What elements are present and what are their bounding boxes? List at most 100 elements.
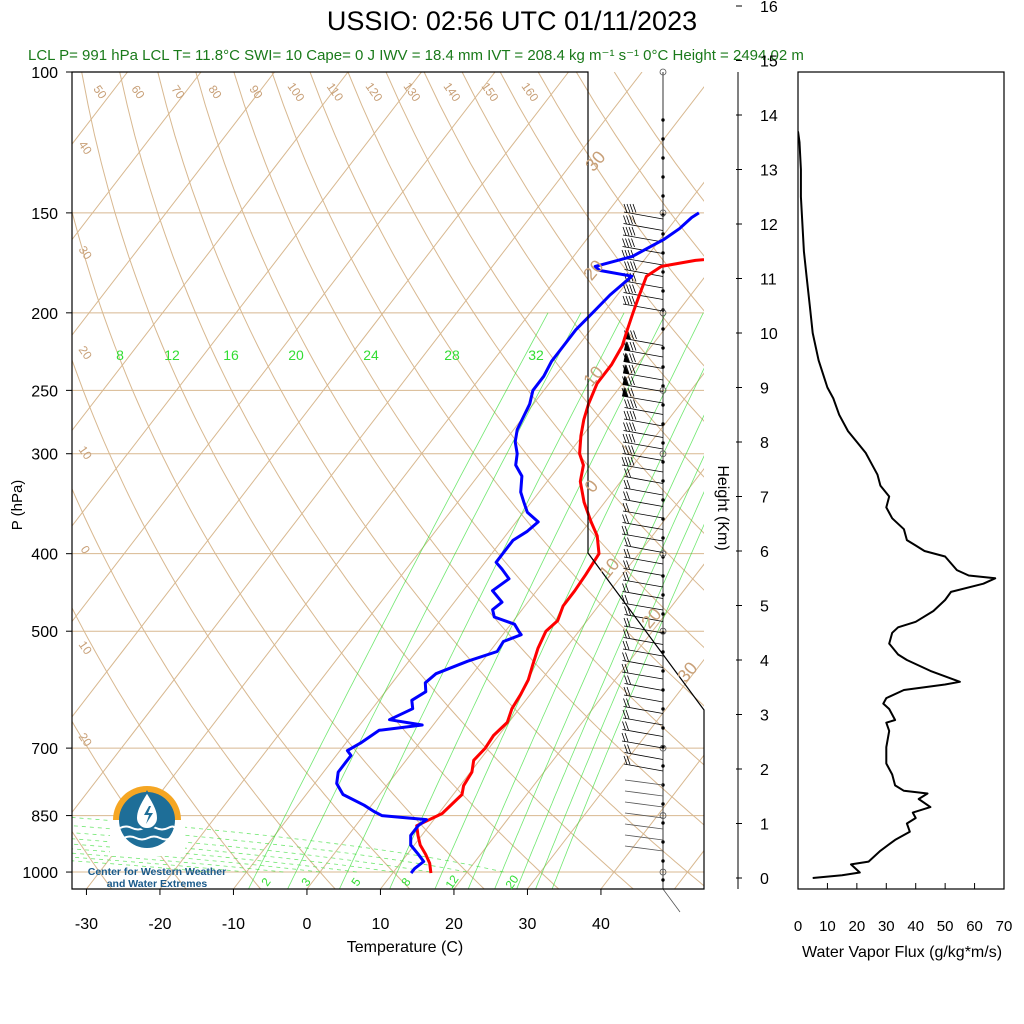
wind-barb-feather — [624, 387, 629, 397]
wind-barb-feather — [626, 353, 630, 363]
isotherm-label: 20 — [76, 343, 95, 362]
wind-barb-feather — [622, 238, 626, 248]
wind-barb-feather — [625, 238, 629, 248]
wind-barb-feather — [622, 571, 627, 581]
wind-level-dot — [661, 137, 665, 141]
wind-barb-feather — [625, 364, 630, 374]
wind-barb-staff — [622, 717, 664, 726]
wind-barb-feather — [621, 663, 626, 673]
mixing-ratio-label: 20 — [288, 347, 304, 363]
wind-barb-feather — [626, 410, 631, 420]
wind-level-circle — [659, 209, 667, 217]
wind-barb-feather — [630, 330, 634, 340]
wind-barb-feather — [628, 445, 632, 455]
wind-barb-staff — [623, 418, 664, 427]
mixing-ratio-label: 8 — [116, 347, 124, 363]
moist-adiabat — [72, 817, 504, 873]
dry-adiabat-label: 90 — [246, 83, 265, 102]
wind-barb-feather — [629, 284, 633, 294]
wind-level-dot — [661, 536, 665, 540]
mixing-ratio-line — [494, 414, 704, 889]
wind-barb-feather — [631, 226, 636, 236]
wind-barb-feather — [624, 525, 629, 535]
isotherm-label: 30 — [76, 243, 95, 262]
wind-barb-feather — [622, 502, 627, 512]
wind-barb-feather — [626, 617, 631, 627]
wind-level-dot — [661, 118, 665, 122]
height-tick-label: 13 — [760, 163, 778, 180]
wind-barb-pennant — [623, 364, 629, 374]
dry-adiabat — [461, 72, 704, 422]
wind-barb-staff — [623, 361, 664, 369]
wind-barb-staff — [624, 823, 664, 830]
height-tick-label: 16 — [760, 0, 778, 16]
wind-barb-staff — [624, 845, 664, 852]
mixing-ratio-line — [516, 455, 704, 889]
wind-barb-feather — [627, 387, 632, 397]
wind-barb-pennant — [622, 375, 629, 386]
flux-x-tick-label: 50 — [937, 918, 954, 935]
wind-level-dot — [661, 422, 665, 426]
wind-level-dot — [661, 175, 665, 179]
wind-barb-feather — [628, 376, 632, 386]
height-tick-label: 4 — [760, 653, 769, 670]
wind-barb-feather — [625, 640, 630, 650]
wind-barb-staff — [624, 834, 664, 841]
wind-barb-feather — [626, 629, 630, 639]
isotherm-line — [748, 72, 1024, 889]
wind-barb-feather — [624, 456, 629, 466]
height-axis-label: Height (Km) — [714, 465, 731, 550]
wind-barb-staff — [623, 292, 664, 300]
wind-barb-feather — [633, 261, 637, 271]
wind-barb-feather — [624, 537, 628, 547]
dry-adiabat-label: 110 — [324, 80, 347, 104]
wind-barb-staff — [622, 660, 664, 668]
dry-adiabat — [347, 72, 704, 591]
y-tick-label: 400 — [31, 547, 58, 564]
wind-barb-feather — [626, 698, 630, 708]
wind-barb-staff — [622, 372, 664, 381]
height-tick-label: 9 — [760, 381, 769, 398]
x-tick-label: -10 — [222, 916, 245, 933]
wind-level-dot — [661, 384, 665, 388]
mixing-ratio-label: 16 — [223, 347, 239, 363]
wind-barb-feather — [626, 686, 631, 696]
isotherm-label: 40 — [76, 138, 95, 157]
mixing-ratio-label: 5 — [348, 875, 363, 889]
wind-barb-feather — [628, 364, 633, 374]
wind-barb-feather — [625, 652, 629, 662]
wind-barb-feather — [630, 387, 635, 397]
dry-adiabat-label: 60 — [128, 83, 147, 102]
dry-adiabat — [613, 72, 704, 202]
wind-level-dot — [661, 194, 665, 198]
mixing-ratio-label: 8 — [398, 875, 413, 889]
wind-level-dot — [661, 327, 665, 331]
wind-barb-feather — [626, 341, 631, 351]
height-tick-label: 0 — [760, 871, 769, 888]
wind-level-dot — [661, 403, 665, 407]
wind-barb-feather — [631, 295, 636, 305]
isotherm-label: 10 — [76, 443, 95, 462]
wind-barb-feather — [623, 353, 627, 363]
wind-barb-feather — [629, 203, 634, 213]
wind-level-dot — [661, 802, 665, 806]
wind-barb-feather — [624, 675, 628, 685]
wind-level-dot — [661, 251, 665, 255]
wind-barb-staff — [622, 522, 664, 530]
wind-barb-feather — [622, 226, 627, 236]
wind-barb-feather — [624, 468, 628, 478]
wind-barb-staff — [621, 533, 664, 542]
wind-barb-feather — [622, 721, 626, 731]
wind-barb-feather — [624, 606, 628, 616]
wind-level-dot — [661, 840, 665, 844]
wind-barb-feather — [624, 732, 629, 742]
isotherm-line — [453, 563, 704, 889]
x-tick-label: 40 — [592, 916, 610, 933]
y-axis-label: P (hPa) — [9, 480, 26, 531]
flux-x-tick-label: 40 — [907, 918, 924, 935]
logo-text: Center for Western Weather and Water Ext… — [82, 866, 232, 890]
wind-level-dot — [661, 460, 665, 464]
wind-level-circle — [659, 450, 667, 458]
wind-barb-feather — [629, 353, 633, 363]
